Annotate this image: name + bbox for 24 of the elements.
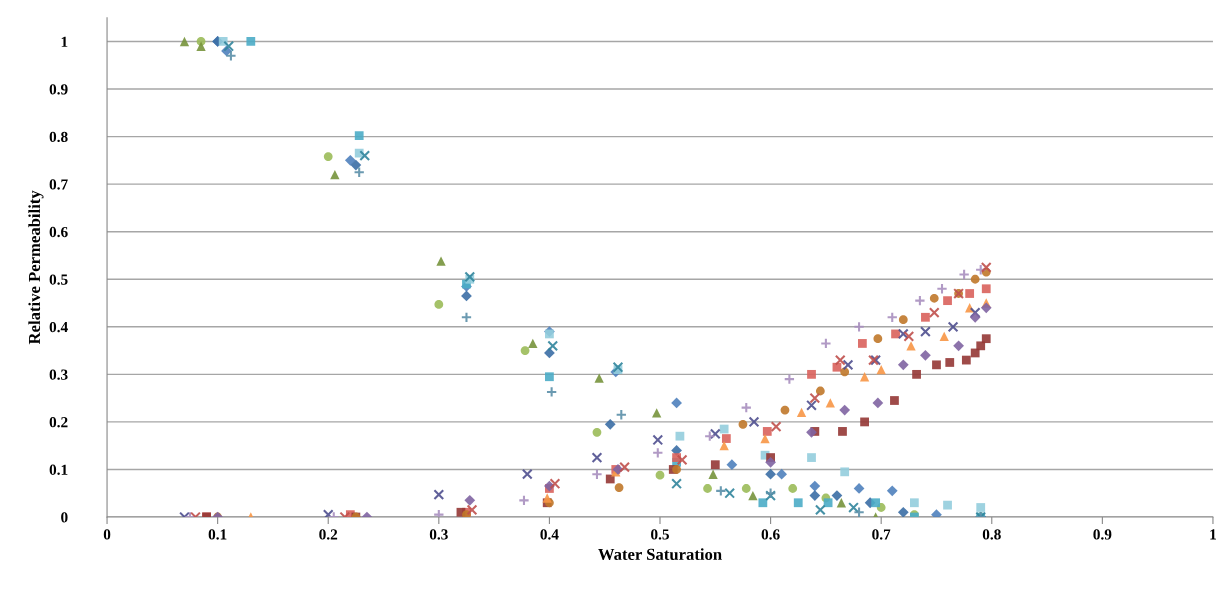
y-tick-label: 0.7 xyxy=(49,179,68,190)
x-tick-label: 0 xyxy=(103,529,111,540)
y-tick-label: 0.1 xyxy=(49,464,68,475)
x-tick-label: 0.9 xyxy=(1093,529,1112,540)
y-tick-label: 0.8 xyxy=(49,131,68,143)
x-axis-title: Water Saturation xyxy=(598,548,722,561)
x-tick-label: 0.2 xyxy=(319,529,338,540)
y-tick-label: 0.2 xyxy=(49,417,68,428)
y-tick-label: 1 xyxy=(61,36,68,47)
x-tick-label: 0.8 xyxy=(982,529,1001,540)
x-tick-label: 0.6 xyxy=(761,529,780,540)
x-tick-label: 0.3 xyxy=(429,529,448,540)
y-tick-label: 0 xyxy=(61,512,68,523)
x-tick-label: 0.1 xyxy=(208,529,227,540)
x-tick-label: 0.4 xyxy=(540,529,559,540)
y-tick-label: 0.9 xyxy=(49,84,68,95)
y-axis-title: Relative Permeability xyxy=(28,190,44,345)
x-tick-label: 0.7 xyxy=(872,529,891,540)
y-tick-label: 0.3 xyxy=(49,369,68,380)
y-tick-label: 0.5 xyxy=(49,274,68,285)
x-tick-label: 1 xyxy=(1210,529,1216,540)
y-tick-label: 0.4 xyxy=(49,321,68,333)
x-tick-label: 0.5 xyxy=(651,529,669,540)
y-tick-label: 0.6 xyxy=(49,226,68,238)
